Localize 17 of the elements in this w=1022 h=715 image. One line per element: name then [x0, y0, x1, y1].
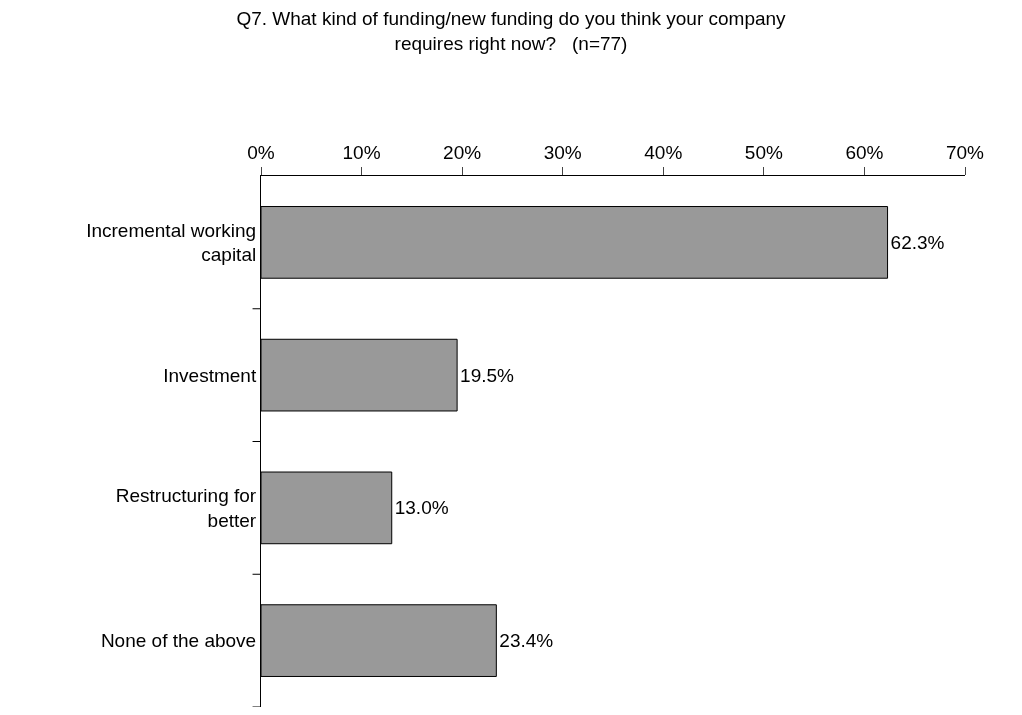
data-label: 62.3% [890, 231, 945, 253]
x-tick-label: 10% [342, 142, 381, 164]
data-label: 23.4% [499, 630, 554, 652]
y-tick-label: None of the above [100, 630, 257, 652]
y-tick-label: Incremental working capital [86, 219, 257, 266]
data-label: 19.5% [460, 364, 515, 386]
chart-title: Q7. What kind of funding/new funding do you think your company requires right now? (n=77) [236, 8, 787, 54]
x-tick-label: 30% [543, 142, 582, 164]
x-tick-label: 40% [644, 142, 683, 164]
x-tick-label: 0% [247, 142, 275, 164]
x-tick-label: 60% [845, 142, 884, 164]
x-tick-label: 50% [744, 142, 783, 164]
data-label: 13.0% [394, 497, 449, 519]
y-tick-label: Restructuring for better [115, 485, 257, 531]
x-tick-label: 70% [945, 142, 985, 164]
y-tick-label: Investment [163, 364, 257, 386]
x-tick-label: 20% [443, 142, 482, 164]
